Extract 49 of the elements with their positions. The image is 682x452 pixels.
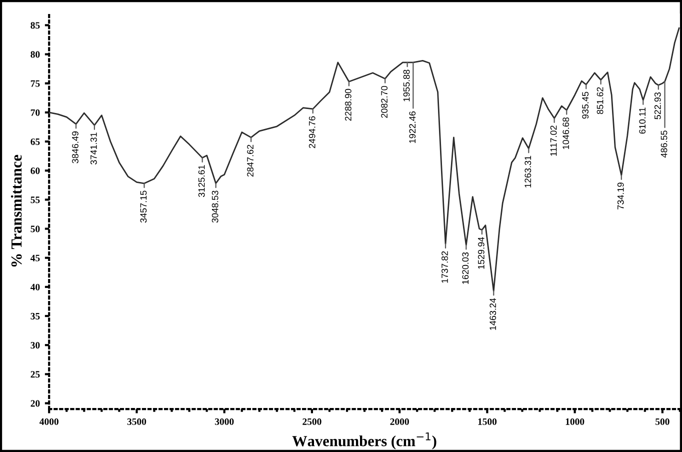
annotation: 3457.15 [140,190,147,223]
annotation: 1046.68 [562,117,570,149]
annotation: 2494.76 [308,116,316,148]
annotation: 2082.70 [381,86,388,118]
y-tick-label: 60 [30,168,40,174]
annotation: 1117.02 [550,126,557,156]
y-tick-label: 40 [30,284,40,290]
y-tick-label: 30 [30,342,40,349]
x-tick-label: 3500 [127,418,146,425]
x-axis-title: Wavenumbers (cm$^{−1}$) [292,432,436,450]
x-tick-label: 4000 [40,418,58,425]
y-axis-title: % Transmittance [10,154,22,267]
annotation: 610.11 [639,108,646,134]
x-tick-label: 1000 [566,418,584,425]
annotation: 3048.53 [212,190,218,223]
x-tick-label: 1500 [478,418,497,425]
x-tick-label: 500 [656,418,670,425]
y-tick-label: 55 [30,196,40,204]
annotation: 935.45 [582,92,589,119]
x-tick-label: 2500 [302,418,322,425]
annotation: 1955.88 [403,70,410,102]
x-tick-label: 2000 [390,418,409,425]
annotation: 3741.31 [90,132,97,164]
y-tick-label: 65 [30,138,40,145]
annotation: 3846.49 [72,131,78,164]
y-tick-label: 20 [30,400,40,407]
y-tick-label: 75 [30,80,40,87]
y-tick-label: 70 [30,109,40,116]
annotation: 1529.94 [478,237,484,269]
annotation: 1737.82 [442,251,448,283]
y-tick-label: 35 [30,312,40,320]
annotation: 2288.90 [344,88,352,121]
annotation: 1620.03 [462,252,469,284]
line-series [49,27,680,292]
annotation: 734.19 [617,182,624,210]
annotation: 3125.61 [198,165,205,198]
annotation: 522.93 [654,92,661,120]
annotation: 2847.62 [247,144,254,177]
x-tick-label: 3000 [214,418,234,425]
y-tick-label: 50 [30,226,40,232]
y-tick-label: 80 [30,51,40,58]
annotation: 486.55 [660,130,668,158]
annotation: 1263.31 [524,156,532,188]
y-tick-label: 85 [30,22,40,29]
annotation: 1922.46 [409,111,416,143]
y-tick-label: 45 [30,254,40,262]
y-tick-label: 25 [30,371,40,378]
annotation: 851.62 [596,87,604,114]
annotation: 1463.24 [490,298,496,330]
